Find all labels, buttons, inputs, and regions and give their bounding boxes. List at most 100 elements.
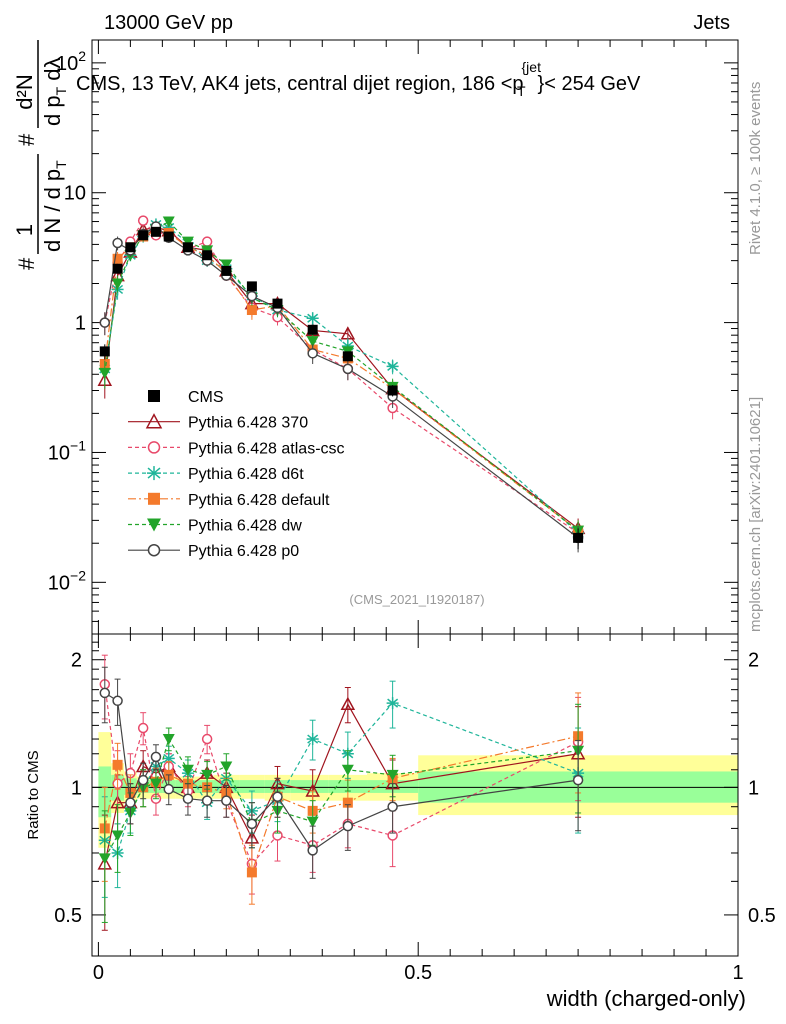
ratio-y-tick-label: 1 <box>71 777 82 799</box>
legend-label: Pythia 6.428 dw <box>188 518 302 535</box>
legend-label: Pythia 6.428 370 <box>188 415 308 432</box>
legend-label: Pythia 6.428 default <box>188 492 330 509</box>
svg-text:1: 1 <box>12 224 37 236</box>
ratio-point <box>163 783 175 795</box>
svg-text:#: # <box>14 133 39 146</box>
series-pythia-6-428-default <box>99 225 584 544</box>
data-point <box>272 298 283 309</box>
ratio-point <box>246 867 257 878</box>
data-point <box>246 290 258 302</box>
ratio-point <box>137 774 149 786</box>
series-line-pythia-6-428-p0 <box>104 225 579 539</box>
series-cms <box>99 226 584 550</box>
legend-label: Pythia 6.428 atlas-csc <box>188 440 345 457</box>
legend-item-cms: CMS <box>148 389 224 406</box>
data-point <box>112 237 123 249</box>
ratio-point <box>342 820 354 832</box>
legend-label: Pythia 6.428 d6t <box>188 466 304 483</box>
ratio-series-layer <box>97 654 586 931</box>
data-point <box>307 324 318 335</box>
ratio-point <box>201 733 213 745</box>
main-y-tick-label: 10−2 <box>48 567 86 594</box>
legend-marker <box>147 441 161 454</box>
ratio-point <box>182 793 194 804</box>
main-y-tick-label: 10−1 <box>48 437 86 464</box>
data-point <box>181 236 194 248</box>
ratio-point <box>111 830 124 842</box>
data-point <box>306 336 319 348</box>
data-point <box>573 532 584 543</box>
legend-marker <box>147 518 161 532</box>
ratio-point <box>387 801 398 812</box>
ratio-y-tick-label-right: 0.5 <box>748 905 776 927</box>
ratio-point <box>221 795 232 806</box>
data-point <box>246 281 257 292</box>
main-y-tick-label: 1 <box>75 313 86 335</box>
ratio-point <box>201 795 213 806</box>
data-point <box>163 231 174 242</box>
data-point <box>342 363 354 375</box>
ratio-point <box>150 751 162 763</box>
data-point <box>125 242 136 253</box>
legend: CMS Pythia 6.428 370 Pythia 6.428 atlas-cs… <box>128 389 345 560</box>
x-tick-label: 1 <box>732 962 743 984</box>
legend-item-pythia-6-428-370: Pythia 6.428 370 <box>128 413 308 432</box>
svg-text:d pT dλ: d pT dλ <box>40 57 69 126</box>
legend-marker <box>147 466 161 481</box>
ratio-point <box>341 764 354 776</box>
ratio-point <box>112 695 123 707</box>
svg-text:d N / d pT: d N / d pT <box>40 160 69 252</box>
x-tick-label: 0 <box>93 962 104 984</box>
main-y-tick-label: 102 <box>56 48 86 75</box>
ratio-point <box>181 764 194 776</box>
data-uncertainty-inner-band <box>239 780 265 793</box>
chart-title: CMS, 13 TeV, AK4 jets, central dijet reg… <box>76 59 641 99</box>
data-point <box>307 348 318 359</box>
series-line-pythia-6-428-d6t <box>104 223 579 534</box>
ratio-y-tick-label-right: 1 <box>748 777 759 799</box>
data-point <box>220 259 233 271</box>
ratio-point <box>340 696 356 711</box>
data-point <box>137 215 149 226</box>
ratio-point <box>306 733 319 746</box>
data-uncertainty-inner-band <box>290 780 329 793</box>
data-point <box>111 278 124 290</box>
main-y-tick-label: 10 <box>64 183 86 205</box>
legend-item-pythia-6-428-dw: Pythia 6.428 dw <box>128 518 302 535</box>
ratio-ylabel: Ratio to CMS <box>25 750 42 839</box>
ratio-point <box>572 774 584 786</box>
data-point <box>162 216 175 228</box>
data-point <box>246 305 257 316</box>
legend-marker <box>148 492 160 505</box>
ratio-point <box>162 734 175 746</box>
series-pythia-6-428-370 <box>97 219 586 541</box>
ratio-point <box>149 778 162 790</box>
ratio-axis-ticks: 0.5 0.5 1 1 2 2 <box>54 641 776 927</box>
ratio-point <box>201 769 214 781</box>
data-point <box>99 317 111 328</box>
data-point <box>387 385 398 396</box>
series-line-pythia-6-428-atlas-csc <box>104 219 579 534</box>
ratio-point <box>306 816 319 828</box>
data-point <box>99 346 110 357</box>
data-point <box>182 242 193 253</box>
legend-item-pythia-6-428-p0: Pythia 6.428 p0 <box>128 543 299 560</box>
legend-item-pythia-6-428-default: Pythia 6.428 default <box>128 492 330 509</box>
data-point <box>201 236 213 247</box>
legend-item-pythia-6-428-d6t: Pythia 6.428 d6t <box>128 466 304 483</box>
header-jets-label: Jets <box>693 12 730 34</box>
ratio-plot-frame <box>91 633 739 957</box>
x-axis-ticks: 0 0.5 1 <box>93 40 744 984</box>
data-point <box>112 263 123 274</box>
legend-item-pythia-6-428-atlas-csc: Pythia 6.428 atlas-csc <box>128 440 345 457</box>
series-pythia-6-428-p0 <box>99 221 584 553</box>
ratio-point <box>386 769 399 781</box>
ratio-y-tick-label: 0.5 <box>54 905 82 927</box>
ratio-point <box>272 791 283 803</box>
svg-text:d²N: d²N <box>12 74 37 109</box>
ratio-point <box>112 759 123 770</box>
data-point <box>138 230 149 241</box>
series-pythia-6-428-atlas-csc <box>99 215 584 547</box>
data-point <box>112 253 123 264</box>
